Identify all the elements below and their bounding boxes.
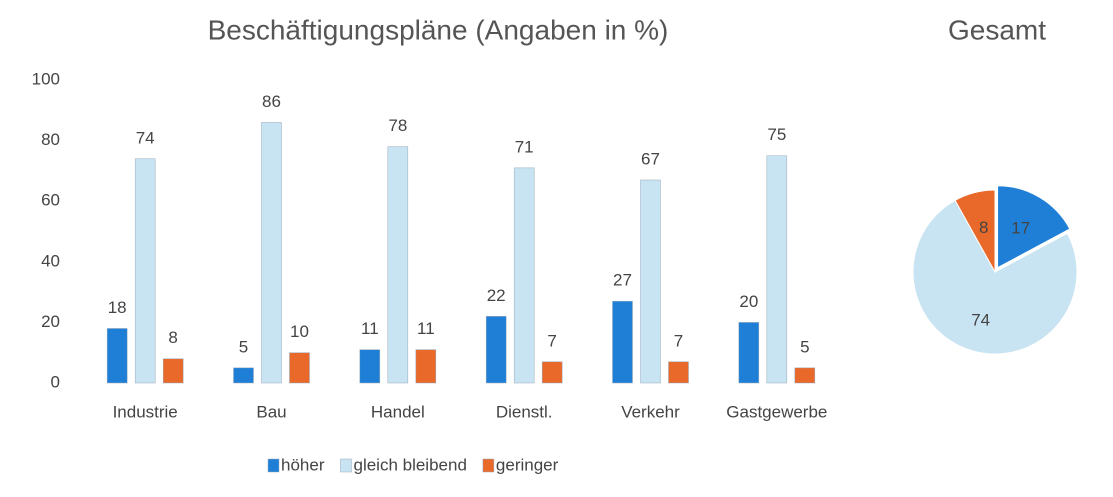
data-label: 78 <box>388 116 407 135</box>
data-label: 74 <box>971 310 990 329</box>
data-label: 7 <box>674 331 683 350</box>
x-tick-label: Bau <box>256 402 286 421</box>
data-label: 8 <box>979 218 988 237</box>
data-label: 18 <box>108 298 127 317</box>
chart-title: Gesamt <box>948 14 1046 45</box>
data-label: 22 <box>487 286 506 305</box>
data-label: 71 <box>515 137 534 156</box>
pie-slice <box>997 185 1071 269</box>
data-label: 11 <box>361 319 379 338</box>
x-tick-label: Gastgewerbe <box>726 402 827 421</box>
x-tick-label: Dienstl. <box>496 402 553 421</box>
bar <box>766 155 788 384</box>
data-label: 67 <box>641 149 660 168</box>
data-label: 86 <box>262 92 281 111</box>
x-tick-label: Handel <box>371 402 425 421</box>
x-tick-label: Industrie <box>113 402 178 421</box>
bar <box>162 358 184 384</box>
data-label: 27 <box>613 271 632 290</box>
data-label: 20 <box>739 292 758 311</box>
bar <box>289 352 310 384</box>
bar <box>261 122 282 384</box>
bar <box>640 179 661 384</box>
y-tick-label: 100 <box>32 69 60 88</box>
data-label: 8 <box>168 328 177 347</box>
data-label: 10 <box>290 322 309 341</box>
y-tick-label: 0 <box>51 372 60 391</box>
bar <box>513 167 535 384</box>
bar <box>106 328 128 384</box>
legend-label: höher <box>281 455 325 474</box>
bar <box>541 361 563 384</box>
x-tick-label: Verkehr <box>621 402 680 421</box>
y-tick-label: 60 <box>41 191 60 210</box>
pie-slice <box>954 189 996 274</box>
bar <box>387 146 409 384</box>
chart-title: Beschäftigungspläne (Angaben in %) <box>208 14 669 45</box>
bar <box>612 300 633 384</box>
legend-swatch <box>267 458 280 473</box>
legend-swatch <box>482 458 495 473</box>
data-label: 75 <box>767 125 786 144</box>
data-label: 74 <box>136 128 155 147</box>
bar <box>738 322 760 384</box>
bar <box>668 361 689 384</box>
legend-swatch <box>340 458 352 473</box>
data-label: 11 <box>417 319 435 338</box>
bar <box>359 349 381 384</box>
pie-slice <box>912 199 1078 355</box>
y-tick-label: 20 <box>41 312 60 331</box>
data-label: 5 <box>239 337 248 356</box>
y-tick-label: 40 <box>41 251 60 270</box>
y-tick-label: 80 <box>41 130 60 149</box>
data-label: 17 <box>1011 218 1030 237</box>
bar <box>794 367 816 384</box>
bar <box>134 158 156 384</box>
legend-label: geringer <box>496 455 559 474</box>
data-label: 5 <box>800 337 809 356</box>
bar <box>233 367 254 384</box>
data-label: 7 <box>547 331 556 350</box>
legend-label: gleich bleibend <box>353 455 466 474</box>
bar <box>415 349 437 384</box>
bar <box>485 316 507 384</box>
